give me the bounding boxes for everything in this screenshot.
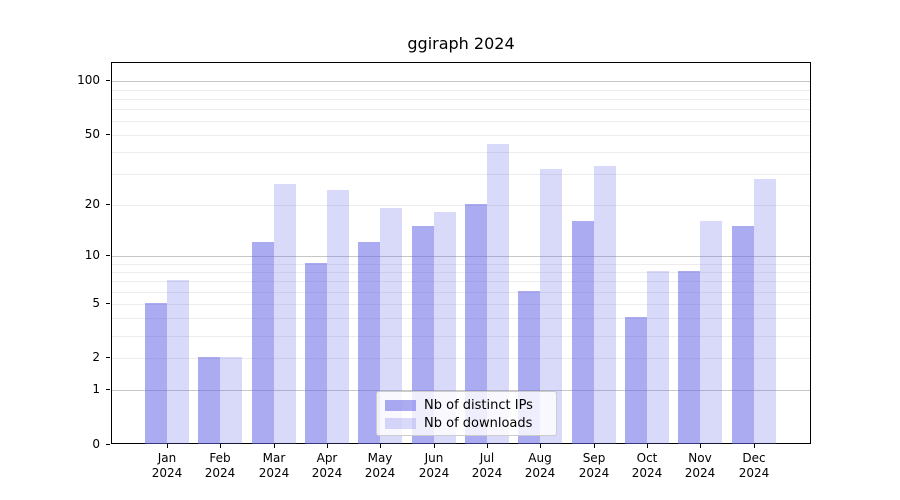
legend-item: Nb of downloads [385, 415, 548, 431]
legend-swatch-distinct-ips [385, 399, 416, 411]
y-axis-tick [106, 255, 110, 256]
chart-title: ggiraph 2024 [407, 34, 515, 53]
y-axis-tick-label: 5 [92, 296, 100, 310]
x-axis-tick-label: Jun 2024 [418, 451, 450, 480]
minor-gridline [112, 358, 810, 360]
x-axis-tick [434, 444, 435, 448]
x-axis-tick-label: Mar 2024 [258, 451, 290, 480]
major-gridline [112, 81, 810, 83]
x-axis-tick [754, 444, 755, 448]
x-axis-tick [327, 444, 328, 448]
bar-distinct-ips [251, 241, 274, 444]
legend-label: Nb of downloads [424, 415, 533, 431]
legend-label: Nb of distinct IPs [424, 397, 533, 413]
x-axis-tick-label: Aug 2024 [524, 451, 556, 480]
minor-gridline [112, 291, 810, 293]
x-axis-tick [647, 444, 648, 448]
x-axis-tick-label: Sep 2024 [578, 451, 610, 480]
legend-swatch-downloads [385, 417, 416, 429]
plot-area [111, 62, 811, 444]
y-axis-tick [106, 204, 110, 205]
minor-gridline [112, 152, 810, 154]
y-axis-tick [106, 357, 110, 358]
bar-distinct-ips [305, 262, 327, 444]
minor-gridline [112, 174, 810, 176]
y-axis-tick-label: 1 [92, 382, 100, 396]
x-axis-tick [380, 444, 381, 448]
x-axis-tick [487, 444, 488, 448]
x-axis-tick-label: Dec 2024 [738, 451, 770, 480]
x-axis-tick-label: Jan 2024 [151, 451, 183, 480]
minor-gridline [112, 335, 810, 337]
bar-downloads [700, 220, 723, 444]
bar-distinct-ips [358, 241, 381, 444]
minor-gridline [112, 281, 810, 283]
legend-item: Nb of distinct IPs [385, 397, 548, 413]
bar-downloads [647, 270, 669, 444]
minor-gridline [112, 89, 810, 91]
bar-distinct-ips [411, 225, 434, 444]
x-axis-tick [594, 444, 595, 448]
bar-downloads [753, 178, 776, 444]
bar-distinct-ips [731, 225, 754, 444]
minor-gridline [112, 121, 810, 123]
minor-gridline [112, 318, 810, 320]
y-axis-tick [106, 80, 110, 81]
bar-downloads [327, 190, 349, 444]
bar-downloads [273, 184, 296, 444]
x-axis-tick-label: Nov 2024 [684, 451, 716, 480]
bar-distinct-ips [571, 220, 594, 444]
legend: Nb of distinct IPs Nb of downloads [376, 391, 557, 436]
minor-gridline [112, 135, 810, 137]
minor-gridline [112, 109, 810, 111]
y-axis-tick [106, 389, 110, 390]
y-axis-tick-label: 2 [92, 350, 100, 364]
y-axis-tick-label: 0 [92, 437, 100, 451]
bar-distinct-ips [198, 357, 221, 444]
x-axis-tick-label: Oct 2024 [631, 451, 663, 480]
bar-downloads [487, 144, 509, 444]
y-axis-tick-label: 10 [84, 248, 100, 262]
y-axis-tick-label: 50 [84, 127, 100, 141]
x-axis-tick [167, 444, 168, 448]
minor-gridline [112, 98, 810, 100]
bar-downloads [167, 280, 189, 444]
major-gridline [112, 390, 810, 392]
x-axis-tick [700, 444, 701, 448]
x-axis-tick [220, 444, 221, 448]
x-axis-tick-label: Apr 2024 [311, 451, 343, 480]
y-axis-tick-label: 20 [84, 197, 100, 211]
x-axis-tick-label: Feb 2024 [204, 451, 236, 480]
y-axis-tick-label: 100 [77, 73, 100, 87]
x-axis-tick-label: Jul 2024 [471, 451, 503, 480]
x-axis-tick-label: May 2024 [364, 451, 396, 480]
y-axis-tick [106, 444, 110, 445]
minor-gridline [112, 263, 810, 265]
bar-downloads [433, 212, 456, 444]
bar-distinct-ips [145, 302, 167, 444]
minor-gridline [112, 205, 810, 207]
bar-distinct-ips [678, 270, 701, 444]
bar-downloads [380, 207, 403, 444]
bar-distinct-ips [465, 204, 487, 444]
bar-downloads [220, 357, 243, 444]
bar-downloads [540, 168, 563, 444]
x-axis-tick [540, 444, 541, 448]
bar-distinct-ips [625, 317, 647, 444]
minor-gridline [112, 303, 810, 305]
x-axis-tick [274, 444, 275, 448]
minor-gridline [112, 271, 810, 273]
y-axis-tick [106, 134, 110, 135]
y-axis-tick [106, 303, 110, 304]
bar-downloads [593, 166, 616, 444]
major-gridline [112, 256, 810, 257]
